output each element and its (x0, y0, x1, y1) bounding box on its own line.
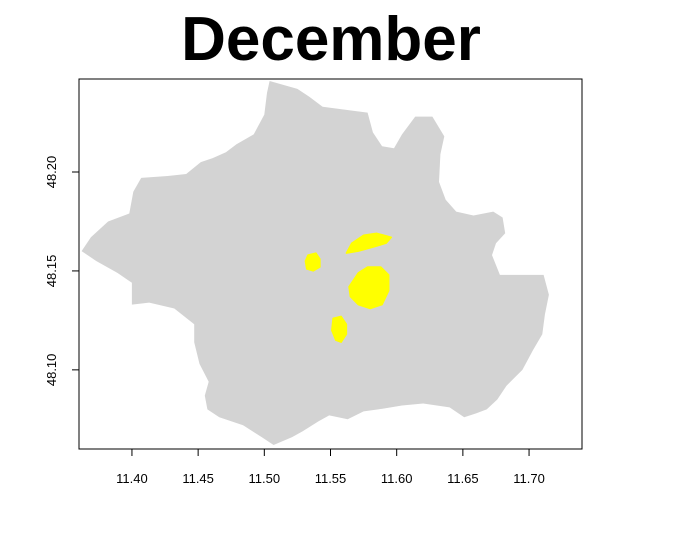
map-title: December (181, 5, 481, 74)
highlight-area-central (348, 266, 390, 310)
x-tick-label: 11.55 (315, 471, 347, 486)
y-tick-label: 48.10 (44, 354, 59, 387)
highlight-area-south (331, 315, 348, 343)
x-axis: 11.40 11.45 11.50 11.55 11.60 11.65 11.70 (116, 448, 545, 486)
x-tick-label: 11.40 (116, 471, 148, 486)
highlight-area-west (304, 252, 321, 272)
highlight-area-north (345, 232, 393, 254)
y-tick-label: 48.15 (44, 255, 59, 288)
highlight-layer (304, 232, 393, 343)
x-tick-label: 11.65 (447, 471, 479, 486)
y-axis: 48.10 48.15 48.20 (44, 156, 80, 387)
x-tick-label: 11.60 (381, 471, 413, 486)
x-tick-label: 11.70 (513, 471, 545, 486)
x-tick-label: 11.45 (182, 471, 214, 486)
x-tick-label: 11.50 (249, 471, 281, 486)
y-tick-label: 48.20 (44, 156, 59, 189)
